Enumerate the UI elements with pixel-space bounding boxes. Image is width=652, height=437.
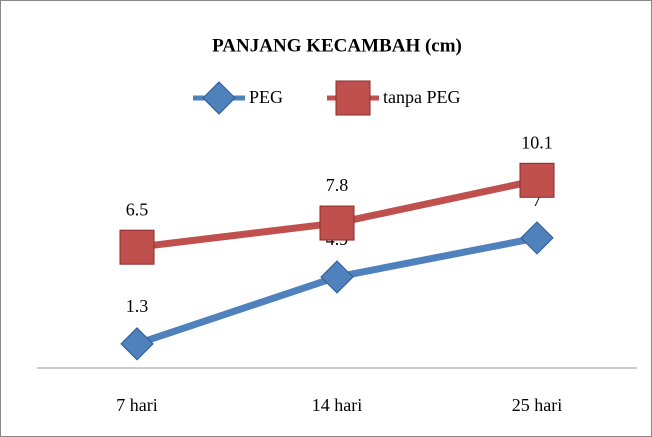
legend-label: tanpa PEG	[383, 87, 460, 107]
x-tick-label: 25 hari	[512, 395, 562, 415]
data-point	[119, 229, 155, 265]
data-label: 7	[533, 190, 542, 210]
data-point	[120, 327, 154, 361]
data-label: 6.5	[126, 199, 149, 219]
x-tick-label: 7 hari	[116, 395, 157, 415]
data-point	[520, 221, 554, 255]
x-tick-label: 14 hari	[312, 395, 362, 415]
data-label: 10.1	[521, 132, 553, 152]
legend-label: PEG	[249, 87, 283, 107]
legend-marker	[335, 80, 371, 116]
data-label: 7.8	[326, 175, 349, 195]
legend-marker	[202, 81, 236, 115]
data-point	[519, 162, 555, 198]
chart-title: PANJANG KECAMBAH (cm)	[212, 35, 462, 56]
data-label: 1.3	[126, 296, 149, 316]
data-point	[319, 205, 355, 241]
data-point	[320, 260, 354, 294]
